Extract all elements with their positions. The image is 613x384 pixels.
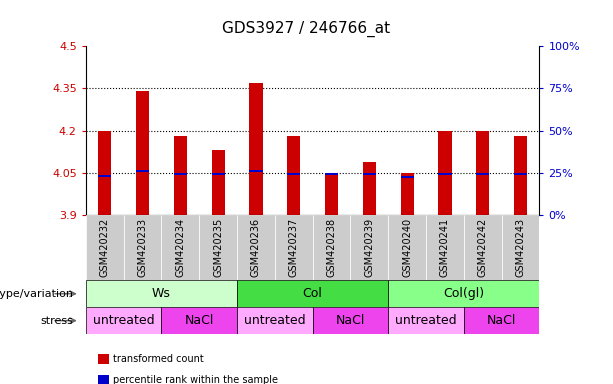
- Bar: [363, 173, 376, 175]
- Text: NaCl: NaCl: [487, 314, 516, 327]
- Bar: [313, 307, 388, 334]
- Text: untreated: untreated: [244, 314, 306, 327]
- Bar: [363, 162, 376, 215]
- Text: genotype/variation: genotype/variation: [0, 289, 74, 299]
- Bar: [199, 215, 237, 280]
- Bar: [161, 215, 199, 280]
- Bar: [237, 215, 275, 280]
- Bar: [249, 170, 262, 172]
- Bar: [249, 83, 262, 215]
- Text: GDS3927 / 246766_at: GDS3927 / 246766_at: [223, 21, 390, 37]
- Bar: [86, 307, 161, 334]
- Bar: [464, 307, 539, 334]
- Bar: [388, 215, 426, 280]
- Bar: [86, 215, 124, 280]
- Bar: [287, 173, 300, 175]
- Bar: [325, 173, 338, 215]
- Bar: [237, 280, 388, 307]
- Bar: [98, 175, 112, 177]
- Bar: [400, 173, 414, 215]
- Bar: [501, 215, 539, 280]
- Bar: [161, 307, 237, 334]
- Text: GSM420233: GSM420233: [137, 218, 148, 277]
- Text: GSM420236: GSM420236: [251, 218, 261, 277]
- Bar: [514, 173, 527, 175]
- Bar: [98, 131, 112, 215]
- Bar: [275, 215, 313, 280]
- Bar: [173, 136, 187, 215]
- Bar: [173, 173, 187, 175]
- Bar: [438, 131, 452, 215]
- Text: transformed count: transformed count: [113, 354, 204, 364]
- Text: GSM420237: GSM420237: [289, 218, 299, 277]
- Text: untreated: untreated: [395, 314, 457, 327]
- Bar: [351, 215, 388, 280]
- Bar: [136, 170, 149, 172]
- Text: GSM420238: GSM420238: [327, 218, 337, 277]
- Bar: [287, 136, 300, 215]
- Bar: [426, 215, 464, 280]
- Text: stress: stress: [40, 316, 74, 326]
- Bar: [325, 173, 338, 175]
- Bar: [313, 215, 351, 280]
- Text: GSM420243: GSM420243: [516, 218, 525, 277]
- Text: GSM420232: GSM420232: [100, 218, 110, 277]
- Text: GSM420234: GSM420234: [175, 218, 185, 277]
- Bar: [464, 215, 501, 280]
- Bar: [388, 280, 539, 307]
- Bar: [211, 173, 225, 175]
- Bar: [514, 136, 527, 215]
- Text: GSM420242: GSM420242: [478, 218, 488, 277]
- Bar: [400, 176, 414, 178]
- Text: NaCl: NaCl: [185, 314, 214, 327]
- Text: Col: Col: [303, 287, 322, 300]
- Bar: [476, 131, 489, 215]
- Text: Col(gl): Col(gl): [443, 287, 484, 300]
- Text: GSM420239: GSM420239: [364, 218, 375, 277]
- Text: untreated: untreated: [93, 314, 154, 327]
- Bar: [86, 280, 237, 307]
- Text: GSM420241: GSM420241: [440, 218, 450, 277]
- Bar: [388, 307, 464, 334]
- Bar: [438, 173, 452, 175]
- Text: GSM420235: GSM420235: [213, 218, 223, 277]
- Text: percentile rank within the sample: percentile rank within the sample: [113, 375, 278, 384]
- Bar: [237, 307, 313, 334]
- Text: NaCl: NaCl: [336, 314, 365, 327]
- Text: GSM420240: GSM420240: [402, 218, 412, 277]
- Bar: [124, 215, 161, 280]
- Bar: [476, 173, 489, 175]
- Bar: [136, 91, 149, 215]
- Bar: [211, 150, 225, 215]
- Text: Ws: Ws: [152, 287, 171, 300]
